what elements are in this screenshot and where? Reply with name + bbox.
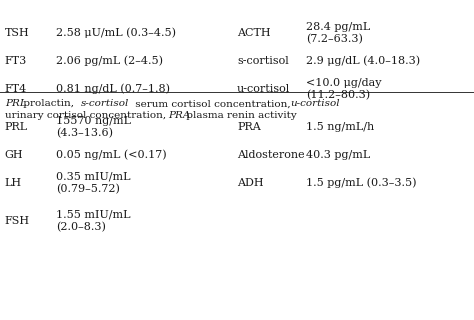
Text: 1.55 mIU/mL
(2.0–8.3): 1.55 mIU/mL (2.0–8.3) [56,210,130,232]
Text: PRA: PRA [168,111,191,121]
Text: urinary cortisol concentration,: urinary cortisol concentration, [5,111,169,121]
Text: u-cortisol: u-cortisol [291,100,340,108]
Text: 2.06 pg/mL (2–4.5): 2.06 pg/mL (2–4.5) [56,56,163,66]
Text: s-cortisol: s-cortisol [81,100,129,108]
Text: 0.05 ng/mL (<0.17): 0.05 ng/mL (<0.17) [56,150,166,160]
Text: 28.4 pg/mL
(7.2–63.3): 28.4 pg/mL (7.2–63.3) [306,21,370,44]
Text: PRA: PRA [237,122,261,132]
Text: LH: LH [5,178,22,188]
Text: s-cortisol: s-cortisol [237,56,289,66]
Text: ADH: ADH [237,178,264,188]
Text: 40.3 pg/mL: 40.3 pg/mL [306,150,370,160]
Text: FT3: FT3 [5,56,27,66]
Text: TSH: TSH [5,28,29,38]
Text: 1.5 ng/mL/h: 1.5 ng/mL/h [306,122,374,132]
Text: 0.81 ng/dL (0.7–1.8): 0.81 ng/dL (0.7–1.8) [56,84,170,94]
Text: PRL: PRL [5,122,28,132]
Text: GH: GH [5,150,23,160]
Text: 0.35 mIU/mL
(0.79–5.72): 0.35 mIU/mL (0.79–5.72) [56,172,130,195]
Text: 2.9 μg/dL (4.0–18.3): 2.9 μg/dL (4.0–18.3) [306,56,420,66]
Text: 1.5 pg/mL (0.3–3.5): 1.5 pg/mL (0.3–3.5) [306,178,416,188]
Text: Aldosterone: Aldosterone [237,150,305,160]
Text: ACTH: ACTH [237,28,271,38]
Text: <10.0 μg/day
(11.2–80.3): <10.0 μg/day (11.2–80.3) [306,77,381,100]
Text: FSH: FSH [5,216,30,226]
Text: 15570 ng/mL
(4.3–13.6): 15570 ng/mL (4.3–13.6) [56,116,131,139]
Text: plasma renin activity: plasma renin activity [183,111,297,121]
Text: serum cortisol concentration,: serum cortisol concentration, [132,100,294,108]
Text: PRL: PRL [5,100,27,108]
Text: u-cortisol: u-cortisol [237,84,290,94]
Text: 2.58 μU/mL (0.3–4.5): 2.58 μU/mL (0.3–4.5) [56,28,176,38]
Text: prolactin,: prolactin, [20,100,77,108]
Text: FT4: FT4 [5,84,27,94]
